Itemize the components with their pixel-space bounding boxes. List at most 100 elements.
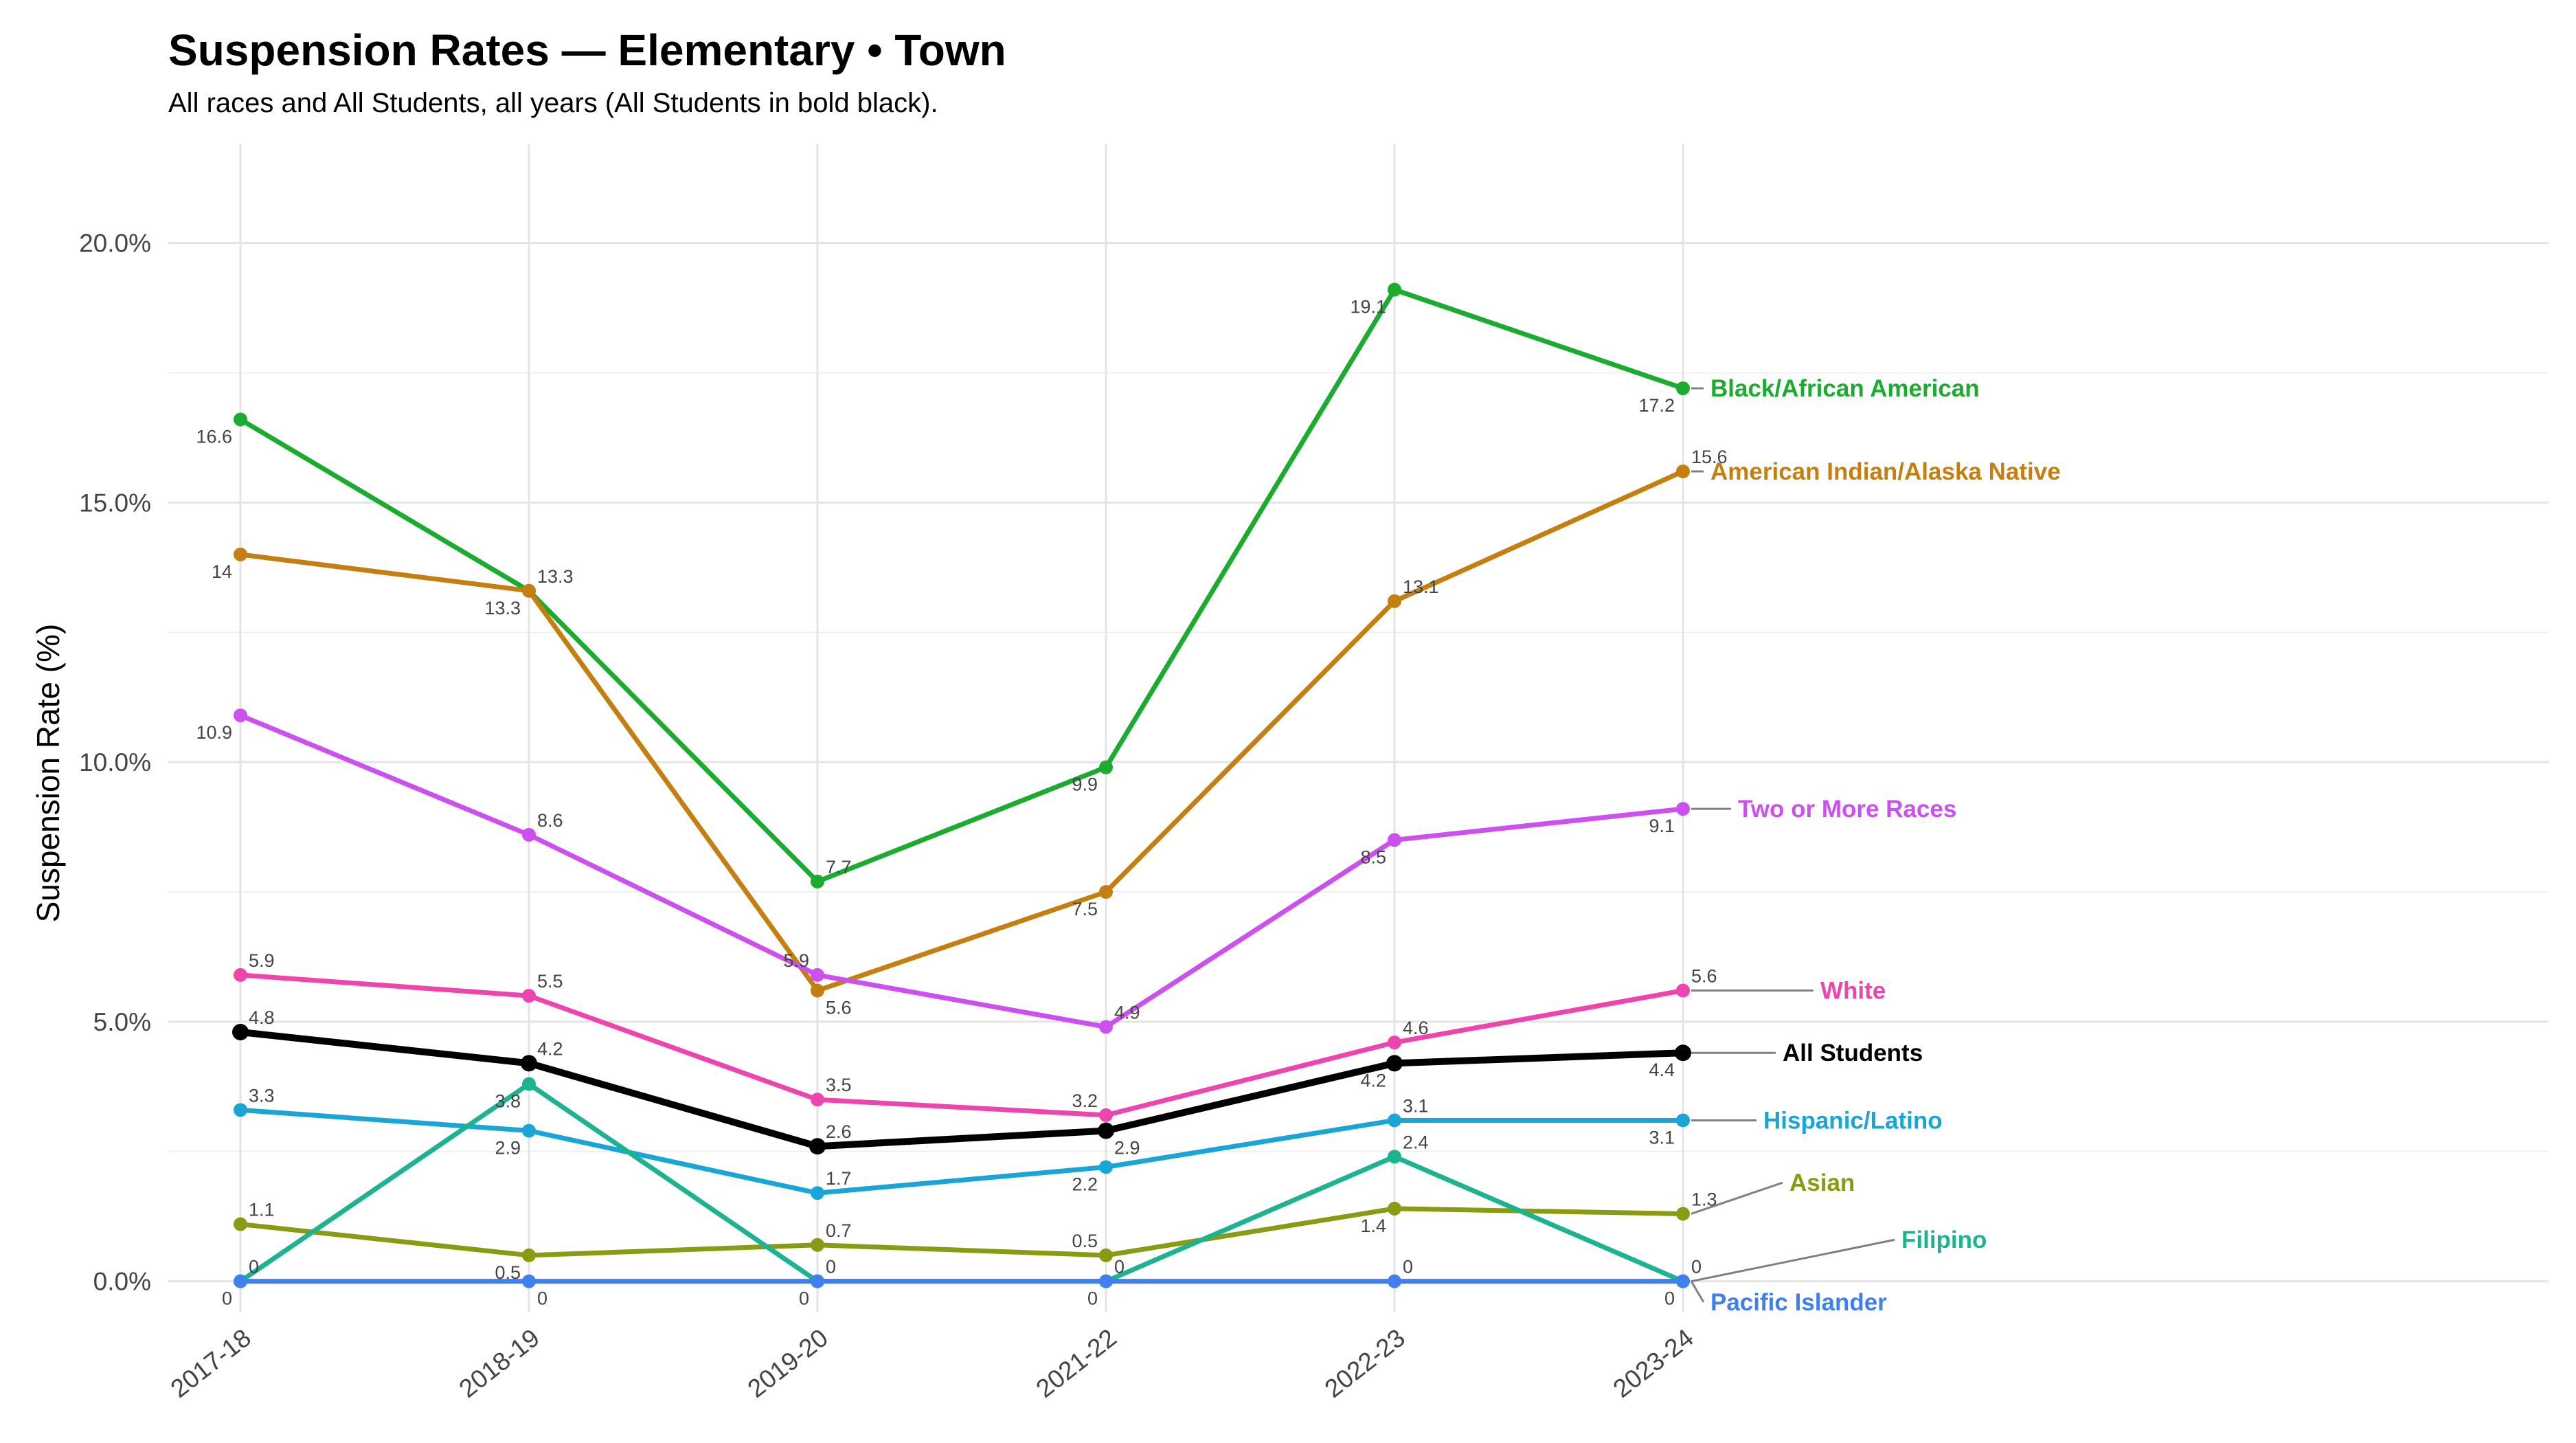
data-label: 0 xyxy=(1114,1257,1125,1277)
data-point xyxy=(1676,465,1690,478)
data-point xyxy=(1675,1044,1691,1062)
series-name-label: Two or More Races xyxy=(1738,796,1956,823)
data-point xyxy=(234,967,247,982)
data-label: 3.5 xyxy=(826,1075,852,1095)
data-label: 13.3 xyxy=(537,566,574,587)
x-tick-label: 2023-24 xyxy=(1608,1323,1699,1403)
data-point xyxy=(234,1103,247,1117)
data-label: 0 xyxy=(799,1288,809,1309)
data-point xyxy=(1099,1160,1113,1174)
series-line xyxy=(238,287,1686,884)
data-label: 14 xyxy=(212,561,232,582)
series-layer xyxy=(232,282,1691,1288)
y-tick-label: 0.0% xyxy=(93,1268,151,1296)
data-label: 4.9 xyxy=(1114,1002,1140,1022)
x-tick-label: 2021-22 xyxy=(1031,1323,1122,1403)
data-label: 2.6 xyxy=(826,1121,852,1142)
data-label: 0.7 xyxy=(826,1220,852,1241)
data-point xyxy=(1388,282,1401,297)
data-label: 3.1 xyxy=(1649,1127,1675,1148)
data-label: 9.9 xyxy=(1072,774,1098,795)
data-label: 2.9 xyxy=(1114,1138,1140,1159)
data-point xyxy=(522,1123,536,1138)
data-label: 0.5 xyxy=(495,1262,521,1283)
series-name-label: All Students xyxy=(1783,1040,1923,1066)
series-line xyxy=(238,1107,1686,1196)
series-name-label: Filipino xyxy=(1901,1227,1987,1253)
data-point xyxy=(811,874,824,888)
data-point xyxy=(234,412,247,427)
data-label: 7.7 xyxy=(826,857,852,877)
series-name-label: Hispanic/Latino xyxy=(1763,1107,1943,1134)
series-name-label: White xyxy=(1820,978,1886,1005)
data-label: 4.6 xyxy=(1403,1018,1429,1038)
data-point xyxy=(522,989,536,1003)
data-label: 4.2 xyxy=(1360,1070,1386,1090)
data-label: 5.6 xyxy=(826,998,852,1018)
data-point xyxy=(1099,1020,1113,1034)
data-label: 16.6 xyxy=(196,426,232,447)
series-name-label: Black/African American xyxy=(1710,375,1980,402)
data-label: 0 xyxy=(222,1288,232,1309)
data-point xyxy=(1388,1274,1401,1288)
data-point xyxy=(1676,983,1690,998)
data-point xyxy=(1099,1248,1113,1262)
data-label: 2.4 xyxy=(1403,1132,1429,1152)
data-label: 0 xyxy=(537,1288,547,1309)
data-label: 13.1 xyxy=(1403,577,1439,597)
data-label: 8.6 xyxy=(537,810,563,831)
x-tick-label: 2019-20 xyxy=(743,1323,833,1403)
data-point xyxy=(1388,833,1401,847)
data-point xyxy=(521,1055,537,1072)
series-name-label: Pacific Islander xyxy=(1710,1289,1887,1316)
data-label: 7.5 xyxy=(1072,899,1098,919)
data-point xyxy=(1099,1274,1113,1288)
data-label: 9.1 xyxy=(1649,816,1675,836)
data-label: 15.6 xyxy=(1691,447,1728,467)
data-point xyxy=(811,1093,824,1107)
data-point xyxy=(234,1274,247,1288)
data-label: 0 xyxy=(1087,1288,1098,1309)
data-label-layer: 16.6 13.3 7.7 9.9 19.1 17.2 14 13.3 5.6 7.5 13.1 15… xyxy=(196,297,1727,1309)
data-label: 4.8 xyxy=(249,1007,275,1028)
data-point xyxy=(522,827,536,842)
data-point xyxy=(811,1186,824,1200)
data-label: 2.2 xyxy=(1072,1174,1098,1194)
data-label: 13.3 xyxy=(484,598,521,618)
y-tick-label: 5.0% xyxy=(93,1008,151,1036)
data-point xyxy=(1676,1207,1690,1221)
data-label: 5.9 xyxy=(783,950,809,971)
data-label: 1.7 xyxy=(826,1168,852,1189)
x-tick-label: 2018-19 xyxy=(454,1323,545,1403)
series-name-layer: Black/African American American Indian/Al… xyxy=(1690,375,2061,1316)
leader-line xyxy=(1690,1280,1705,1303)
data-label: 5.6 xyxy=(1691,966,1717,987)
x-tick-label: 2017-18 xyxy=(166,1323,256,1403)
data-label: 3.8 xyxy=(495,1091,521,1112)
data-label: 1.4 xyxy=(1360,1216,1386,1236)
data-point xyxy=(522,1077,536,1091)
data-point xyxy=(1388,1201,1401,1216)
series-line xyxy=(238,469,1686,994)
data-point xyxy=(234,708,247,723)
data-point xyxy=(232,1024,249,1040)
data-label: 10.9 xyxy=(196,722,232,743)
data-label: 0 xyxy=(1691,1257,1702,1277)
data-label: 17.2 xyxy=(1638,395,1675,416)
data-label: 5.5 xyxy=(537,971,563,992)
data-label: 3.3 xyxy=(249,1085,275,1106)
data-point xyxy=(1676,802,1690,816)
y-tick-label: 15.0% xyxy=(79,489,151,517)
data-label: 8.5 xyxy=(1360,847,1386,867)
series-line xyxy=(238,972,1686,1118)
data-label: 0 xyxy=(1664,1288,1675,1309)
data-label: 1.1 xyxy=(249,1200,275,1220)
data-point xyxy=(1388,594,1401,608)
data-label: 4.2 xyxy=(537,1038,563,1059)
data-point xyxy=(1099,760,1113,774)
data-label: 0.5 xyxy=(1072,1231,1098,1251)
series-line xyxy=(238,713,1686,1029)
data-label: 0 xyxy=(249,1257,259,1277)
data-point xyxy=(1676,1274,1690,1288)
